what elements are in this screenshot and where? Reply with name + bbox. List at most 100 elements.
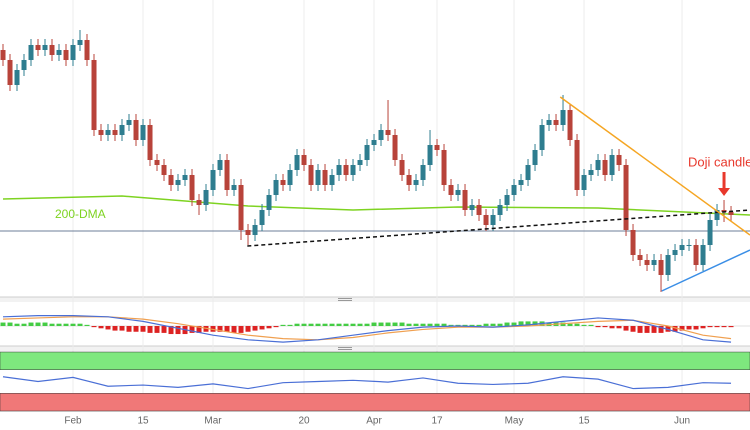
macd-histogram-bar <box>567 323 573 326</box>
candle-body <box>224 160 230 190</box>
candle-body <box>91 60 97 130</box>
candle-body <box>238 185 244 230</box>
candle-body <box>49 45 55 55</box>
candle-body <box>301 155 307 165</box>
macd-histogram-bar <box>679 326 685 331</box>
macd-histogram-bar <box>399 322 405 326</box>
macd-histogram-bar <box>441 323 447 326</box>
macd-histogram-bar <box>707 326 713 328</box>
candle-body <box>553 120 559 125</box>
candle-body <box>119 125 125 135</box>
candle-body <box>469 205 475 210</box>
macd-histogram-bar <box>574 323 580 326</box>
macd-histogram-bar <box>294 323 300 326</box>
macd-histogram-bar <box>686 326 692 330</box>
macd-histogram-bar <box>469 324 475 326</box>
candle-body <box>511 185 517 195</box>
macd-histogram-bar <box>357 323 363 326</box>
candle-body <box>728 212 734 215</box>
rsi-upper-band <box>0 351 750 370</box>
candle-body <box>616 155 622 165</box>
rsi-line <box>2 376 732 390</box>
macd-histogram-bar <box>56 323 62 326</box>
candle-body <box>42 45 48 50</box>
macd-histogram-bar <box>259 326 265 330</box>
candle-body <box>385 130 391 135</box>
macd-histogram-bar <box>112 326 118 331</box>
candle-body <box>490 215 496 225</box>
candle-body <box>399 160 405 175</box>
macd-histogram-bar <box>350 323 356 326</box>
macd-histogram-bar <box>630 326 636 332</box>
macd-histogram-bar <box>728 326 734 328</box>
macd-signal-line <box>2 316 732 341</box>
macd-histogram-bar <box>658 326 664 333</box>
macd-histogram-bar <box>490 323 496 326</box>
macd-histogram-bar <box>714 326 720 328</box>
macd-histogram-bar <box>525 321 531 326</box>
candle-body <box>532 150 538 165</box>
candle-body <box>196 200 202 205</box>
candle-body <box>546 120 552 125</box>
macd-histogram-bar <box>252 326 258 331</box>
candle-body <box>84 40 90 60</box>
annotation-arrowhead <box>718 188 731 196</box>
macd-histogram-bar <box>154 326 160 333</box>
x-tick-label: 20 <box>298 416 310 427</box>
macd-histogram-bar <box>602 326 608 328</box>
candle-body <box>126 120 132 125</box>
macd-histogram-bar <box>434 323 440 326</box>
candle-body <box>574 140 580 190</box>
candle-body <box>560 110 566 125</box>
candle-body <box>315 170 321 185</box>
candle-body <box>245 230 251 235</box>
macd-histogram-bar <box>301 323 307 326</box>
macd-histogram-bar <box>637 326 643 333</box>
macd-histogram-bar <box>721 326 727 328</box>
x-tick-label: 15 <box>137 416 149 427</box>
candle-body <box>700 245 706 265</box>
macd-histogram-bar <box>189 326 195 333</box>
x-tick-label: 17 <box>431 416 443 427</box>
candle-body <box>434 145 440 150</box>
macd-histogram-bar <box>462 324 468 326</box>
price-panel: 200-DMA Doji candlestick <box>0 30 750 292</box>
candle-body <box>630 230 636 255</box>
candle-body <box>273 180 279 195</box>
macd-histogram-bar <box>245 326 251 332</box>
macd-histogram-bar <box>280 324 286 326</box>
macd-histogram-bar <box>448 324 454 326</box>
candle-body <box>686 245 692 246</box>
macd-histogram-bar <box>91 326 97 328</box>
macd-histogram-bar <box>476 324 482 326</box>
macd-histogram-bar <box>105 326 111 330</box>
macd-histogram-bar <box>217 326 223 332</box>
macd-histogram-bar <box>385 322 391 326</box>
candle-body <box>336 165 342 175</box>
macd-histogram-bar <box>196 326 202 333</box>
candle-body <box>406 175 412 185</box>
macd-histogram-bar <box>371 322 377 326</box>
macd-histogram-bar <box>511 322 517 326</box>
macd-histogram-bar <box>28 322 34 326</box>
macd-histogram-bar <box>427 323 433 326</box>
candle-body <box>455 190 461 195</box>
candle-body <box>679 245 685 250</box>
candle-body <box>203 190 209 205</box>
candle-body <box>322 170 328 185</box>
candle-body <box>266 195 272 210</box>
candle-body <box>392 135 398 160</box>
candle-body <box>581 175 587 190</box>
candle-body <box>210 170 216 190</box>
candle-body <box>357 160 363 165</box>
trend-line <box>661 249 750 292</box>
candle-body <box>21 60 27 70</box>
macd-histogram-bar <box>133 326 139 332</box>
candle-body <box>609 155 615 175</box>
macd-histogram-bar <box>21 323 27 326</box>
x-tick-label: May <box>505 416 524 427</box>
macd-histogram-bar <box>84 324 90 326</box>
x-tick-label: Apr <box>366 416 382 427</box>
macd-histogram-bar <box>595 326 601 328</box>
